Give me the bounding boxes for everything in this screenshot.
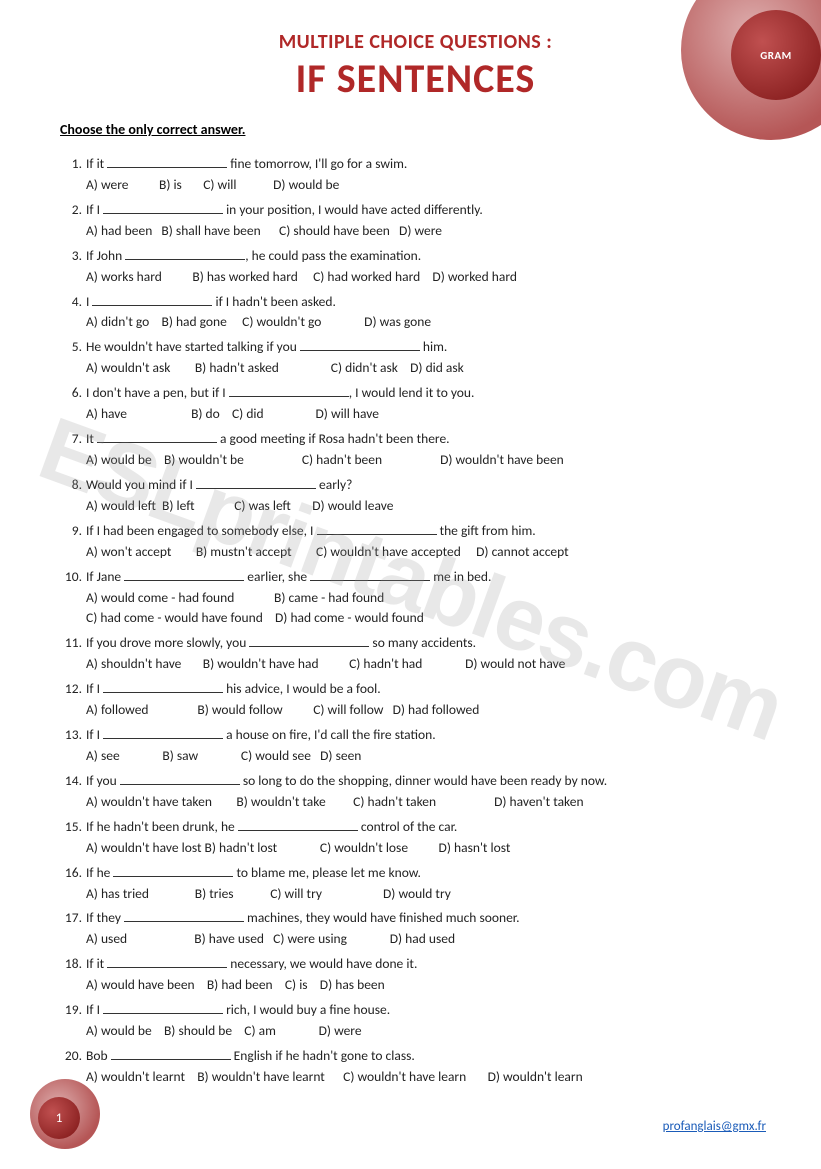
question-options: A) works hard B) has worked hard C) had …: [86, 267, 771, 288]
question-options: A) have B) do C) did D) will have: [86, 404, 771, 425]
question-item: 6.I don't have a pen, but if I , I would…: [60, 383, 771, 425]
footer-email-link[interactable]: profanglais@gmx.fr: [663, 1119, 766, 1134]
question-item: 16.If he to blame me, please let me know…: [60, 863, 771, 905]
question-options: A) would be B) wouldn't be C) hadn't bee…: [86, 450, 771, 471]
question-options-line2: C) had come - would have found D) had co…: [86, 608, 771, 629]
question-text: Would you mind if I early?: [86, 475, 771, 496]
question-item: 3.If John , he could pass the examinatio…: [60, 246, 771, 288]
question-item: 19.If I rich, I would buy a fine house.A…: [60, 1000, 771, 1042]
question-item: 12.If I his advice, I would be a fool.A)…: [60, 679, 771, 721]
question-text: If I rich, I would buy a fine house.: [86, 1000, 771, 1021]
subtitle: MULTIPLE CHOICE QUESTIONS :: [60, 30, 771, 54]
question-item: 13.If I a house on fire, I'd call the fi…: [60, 725, 771, 767]
question-number: 5.: [60, 337, 82, 358]
question-number: 18.: [60, 954, 82, 975]
question-text: If it fine tomorrow, I'll go for a swim.: [86, 154, 771, 175]
badge-inner-circle: GRAM: [731, 10, 821, 100]
question-options: A) would be B) should be C) am D) were: [86, 1021, 771, 1042]
question-text: He wouldn't have started talking if you …: [86, 337, 771, 358]
question-text: If I his advice, I would be a fool.: [86, 679, 771, 700]
question-item: 2.If I in your position, I would have ac…: [60, 200, 771, 242]
question-text: Bob English if he hadn't gone to class.: [86, 1046, 771, 1067]
question-options: A) would come - had found B) came - had …: [86, 588, 771, 609]
question-options: A) wouldn't have taken B) wouldn't take …: [86, 792, 771, 813]
header: MULTIPLE CHOICE QUESTIONS : IF SENTENCES: [60, 30, 771, 103]
question-options: A) would left B) left C) was left D) wou…: [86, 496, 771, 517]
question-text: If you so long to do the shopping, dinne…: [86, 771, 771, 792]
question-number: 10.: [60, 567, 82, 588]
question-text: It a good meeting if Rosa hadn't been th…: [86, 429, 771, 450]
question-number: 20.: [60, 1046, 82, 1067]
question-number: 6.: [60, 383, 82, 404]
question-number: 1.: [60, 154, 82, 175]
question-number: 13.: [60, 725, 82, 746]
question-number: 19.: [60, 1000, 82, 1021]
question-item: 15.If he hadn't been drunk, he control o…: [60, 817, 771, 859]
question-item: 10.If Jane earlier, she me in bed.A) wou…: [60, 567, 771, 630]
question-number: 8.: [60, 475, 82, 496]
question-text: If he hadn't been drunk, he control of t…: [86, 817, 771, 838]
question-options: A) had been B) shall have been C) should…: [86, 221, 771, 242]
badge-label: GRAM: [760, 49, 791, 62]
question-options: A) shouldn't have B) wouldn't have had C…: [86, 654, 771, 675]
question-text: If I in your position, I would have acte…: [86, 200, 771, 221]
question-text: If I a house on fire, I'd call the fire …: [86, 725, 771, 746]
question-item: 8.Would you mind if I early?A) would lef…: [60, 475, 771, 517]
question-text: If Jane earlier, she me in bed.: [86, 567, 771, 588]
question-number: 9.: [60, 521, 82, 542]
question-number: 11.: [60, 633, 82, 654]
question-options: A) wouldn't ask B) hadn't asked C) didn'…: [86, 358, 771, 379]
question-number: 12.: [60, 679, 82, 700]
question-options: A) won't accept B) mustn't accept C) wou…: [86, 542, 771, 563]
question-number: 3.: [60, 246, 82, 267]
question-item: 14.If you so long to do the shopping, di…: [60, 771, 771, 813]
page: GRAM MULTIPLE CHOICE QUESTIONS : IF SENT…: [0, 0, 821, 1169]
question-item: 20.Bob English if he hadn't gone to clas…: [60, 1046, 771, 1088]
question-text: If he to blame me, please let me know.: [86, 863, 771, 884]
question-item: 9.If I had been engaged to somebody else…: [60, 521, 771, 563]
corner-badge-bottom: 1: [30, 1079, 100, 1149]
question-options: A) didn't go B) had gone C) wouldn't go …: [86, 312, 771, 333]
question-text: I if I hadn't been asked.: [86, 292, 771, 313]
question-options: A) would have been B) had been C) is D) …: [86, 975, 771, 996]
question-options: A) wouldn't have lost B) hadn't lost C) …: [86, 838, 771, 859]
question-number: 4.: [60, 292, 82, 313]
question-item: 7.It a good meeting if Rosa hadn't been …: [60, 429, 771, 471]
question-options: A) see B) saw C) would see D) seen: [86, 746, 771, 767]
question-number: 2.: [60, 200, 82, 221]
title: IF SENTENCES: [60, 54, 771, 103]
instruction: Choose the only correct answer.: [60, 121, 771, 138]
corner-badge-top: GRAM: [681, 0, 821, 140]
question-options: A) used B) have used C) were using D) ha…: [86, 929, 771, 950]
question-options: A) wouldn't learnt B) wouldn't have lear…: [86, 1067, 771, 1088]
question-item: 11.If you drove more slowly, you so many…: [60, 633, 771, 675]
question-item: 4.I if I hadn't been asked.A) didn't go …: [60, 292, 771, 334]
page-number: 1: [56, 1111, 63, 1126]
question-number: 14.: [60, 771, 82, 792]
question-text: If they machines, they would have finish…: [86, 908, 771, 929]
question-number: 7.: [60, 429, 82, 450]
question-item: 17.If they machines, they would have fin…: [60, 908, 771, 950]
question-text: If John , he could pass the examination.: [86, 246, 771, 267]
question-options: A) were B) is C) will D) would be: [86, 175, 771, 196]
question-text: If you drove more slowly, you so many ac…: [86, 633, 771, 654]
page-badge-inner: 1: [38, 1097, 80, 1139]
question-number: 17.: [60, 908, 82, 929]
question-list: 1.If it fine tomorrow, I'll go for a swi…: [60, 154, 771, 1088]
question-options: A) followed B) would follow C) will foll…: [86, 700, 771, 721]
question-number: 15.: [60, 817, 82, 838]
question-text: I don't have a pen, but if I , I would l…: [86, 383, 771, 404]
question-text: If it necessary, we would have done it.: [86, 954, 771, 975]
question-text: If I had been engaged to somebody else, …: [86, 521, 771, 542]
question-options: A) has tried B) tries C) will try D) wou…: [86, 884, 771, 905]
question-item: 18.If it necessary, we would have done i…: [60, 954, 771, 996]
question-item: 1.If it fine tomorrow, I'll go for a swi…: [60, 154, 771, 196]
question-number: 16.: [60, 863, 82, 884]
question-item: 5.He wouldn't have started talking if yo…: [60, 337, 771, 379]
